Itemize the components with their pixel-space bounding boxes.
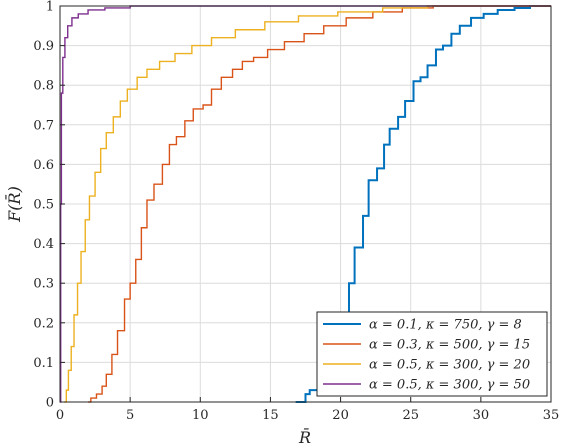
x-axis-label: R̄ [298,426,311,447]
y-tick-label: 1 [46,0,54,15]
y-tick-label: 0.2 [33,316,54,331]
series-line-4 [60,5,551,403]
y-tick-label: 0.7 [33,118,54,133]
y-tick-label: 0.8 [33,79,54,94]
y-tick-label: 0.1 [33,356,54,371]
x-tick-label: 25 [402,408,419,423]
legend-entry: α = 0.5, κ = 300, γ = 50 [369,378,530,393]
x-tick-label: 35 [543,408,560,423]
series-layer [60,5,551,403]
legend-entry: α = 0.3, κ = 500, γ = 15 [369,338,530,353]
legend: α = 0.1, κ = 750, γ = 8 α = 0.3, κ = 500,… [316,311,548,397]
x-tick-label: 0 [56,408,64,423]
series-line-2 [88,5,551,403]
ticks: 0 5 10 15 20 25 30 35 0 0.1 0.2 0.3 0.4 0.5 0.6 0.7 0.8 0… [33,0,559,423]
x-tick-label: 5 [126,408,134,423]
x-tick-label: 15 [262,408,279,423]
y-tick-label: 0 [46,396,54,411]
x-tick-label: 20 [332,408,349,423]
legend-entry: α = 0.5, κ = 300, γ = 20 [369,358,530,373]
y-tick-label: 0.3 [33,277,54,292]
grid [59,5,552,403]
x-tick-label: 10 [192,408,209,423]
y-tick-label: 0.9 [33,39,54,54]
legend-box [316,311,548,397]
legend-entry: α = 0.1, κ = 750, γ = 8 [369,318,522,333]
y-axis-label: F(R̄) [3,186,24,223]
y-tick-label: 0.6 [33,158,54,173]
series-line-3 [64,5,551,403]
y-tick-label: 0.5 [33,198,54,213]
y-tick-label: 0.4 [33,237,54,252]
x-tick-label: 30 [473,408,490,423]
